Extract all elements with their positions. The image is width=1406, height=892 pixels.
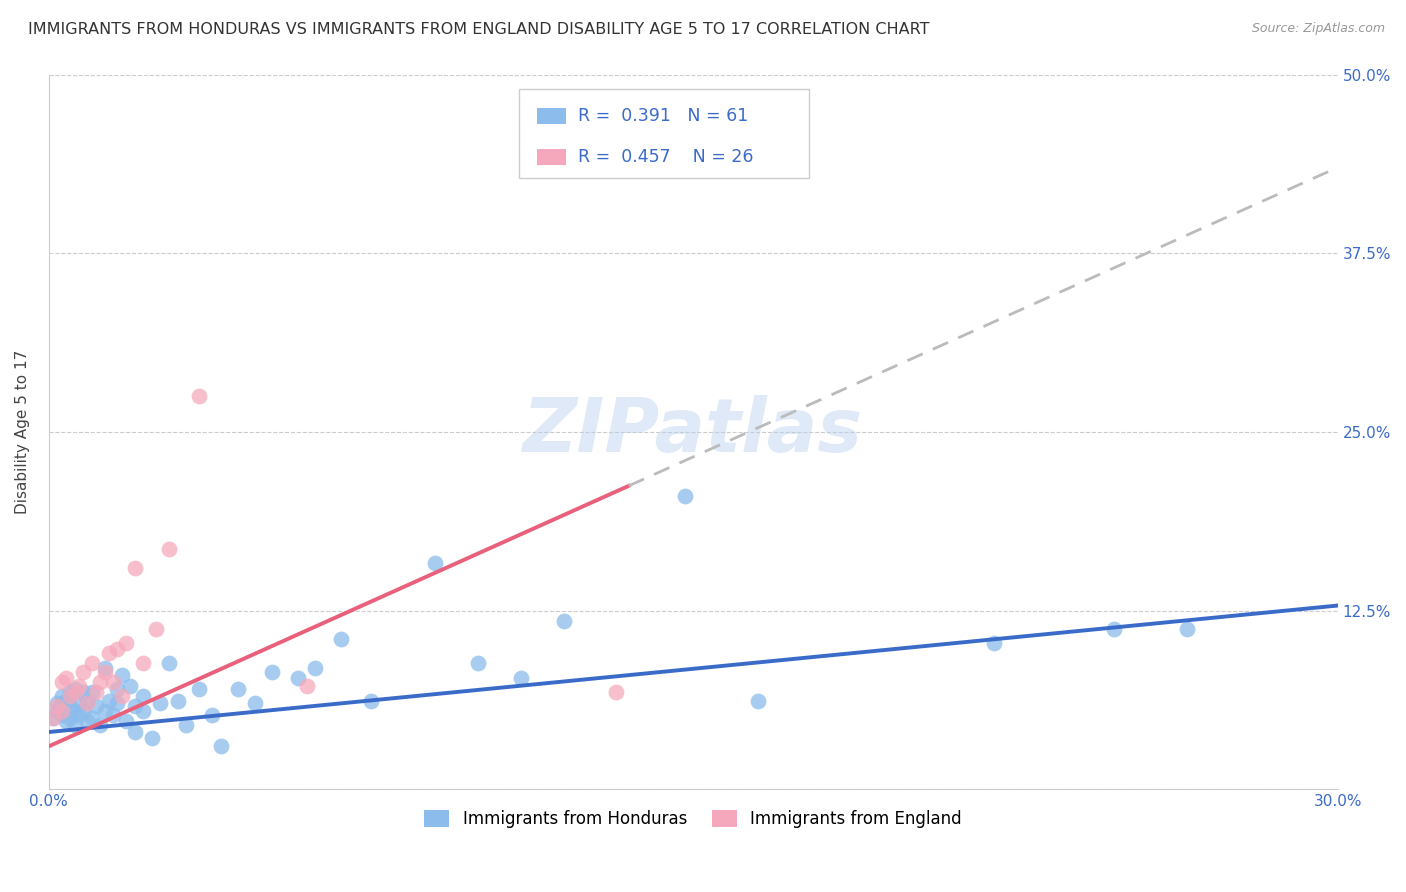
Point — [467, 657, 489, 671]
Point — [295, 679, 318, 693]
Point — [84, 699, 107, 714]
Bar — [519, 89, 810, 178]
Point — [111, 690, 134, 704]
Point — [107, 682, 129, 697]
Point — [55, 693, 77, 707]
Point — [103, 675, 125, 690]
Point — [46, 697, 69, 711]
Point — [51, 697, 73, 711]
Point — [59, 711, 82, 725]
Point — [42, 711, 65, 725]
Y-axis label: Disability Age 5 to 17: Disability Age 5 to 17 — [15, 350, 30, 514]
Text: R =  0.457    N = 26: R = 0.457 N = 26 — [578, 148, 754, 166]
Point — [51, 704, 73, 718]
Point — [107, 642, 129, 657]
Point — [59, 699, 82, 714]
Point — [97, 647, 120, 661]
Bar — [537, 149, 565, 164]
Point — [63, 718, 86, 732]
Point — [63, 685, 86, 699]
Point — [93, 665, 115, 679]
Point — [149, 697, 172, 711]
Point — [111, 668, 134, 682]
Point — [93, 661, 115, 675]
Point — [124, 560, 146, 574]
Point — [115, 636, 138, 650]
Point — [188, 682, 211, 697]
Point — [80, 657, 103, 671]
Point — [510, 671, 533, 685]
Point — [76, 697, 98, 711]
Point — [51, 707, 73, 722]
Point — [243, 697, 266, 711]
Point — [304, 661, 326, 675]
Point — [553, 614, 575, 628]
Point — [747, 693, 769, 707]
Point — [72, 685, 94, 699]
Point — [97, 693, 120, 707]
Point — [115, 714, 138, 728]
Point — [80, 711, 103, 725]
Point — [55, 714, 77, 728]
Text: Source: ZipAtlas.com: Source: ZipAtlas.com — [1251, 22, 1385, 36]
Point — [55, 671, 77, 685]
Point — [262, 665, 284, 679]
Point — [287, 671, 309, 685]
Point — [63, 704, 86, 718]
Point — [132, 704, 155, 718]
Point — [80, 685, 103, 699]
Point — [605, 685, 627, 699]
Point — [209, 739, 232, 754]
Point — [107, 697, 129, 711]
Point — [76, 693, 98, 707]
Bar — [537, 108, 565, 124]
Point — [59, 690, 82, 704]
Point — [63, 682, 86, 697]
Point — [329, 632, 352, 647]
Point — [124, 725, 146, 739]
Point — [93, 704, 115, 718]
Point — [124, 699, 146, 714]
Point — [51, 690, 73, 704]
Point — [1175, 622, 1198, 636]
Text: ZIPatlas: ZIPatlas — [523, 395, 863, 468]
Point — [157, 657, 180, 671]
Point — [46, 699, 69, 714]
Point — [89, 675, 111, 690]
Point — [201, 707, 224, 722]
Point — [425, 557, 447, 571]
Point — [188, 389, 211, 403]
Point — [84, 685, 107, 699]
Point — [42, 711, 65, 725]
Legend: Immigrants from Honduras, Immigrants from England: Immigrants from Honduras, Immigrants fro… — [418, 803, 969, 835]
Text: R =  0.391   N = 61: R = 0.391 N = 61 — [578, 107, 749, 125]
Point — [157, 542, 180, 557]
Point — [120, 679, 142, 693]
Point — [67, 679, 90, 693]
Point — [174, 718, 197, 732]
Point — [166, 693, 188, 707]
Point — [89, 718, 111, 732]
Point — [132, 690, 155, 704]
Point — [983, 636, 1005, 650]
Point — [103, 707, 125, 722]
Point — [72, 665, 94, 679]
Point — [145, 622, 167, 636]
Point — [46, 704, 69, 718]
Point — [51, 675, 73, 690]
Point — [226, 682, 249, 697]
Point — [67, 707, 90, 722]
Text: IMMIGRANTS FROM HONDURAS VS IMMIGRANTS FROM ENGLAND DISABILITY AGE 5 TO 17 CORRE: IMMIGRANTS FROM HONDURAS VS IMMIGRANTS F… — [28, 22, 929, 37]
Point — [1102, 622, 1125, 636]
Point — [76, 714, 98, 728]
Point — [673, 489, 696, 503]
Point — [360, 693, 382, 707]
Point — [67, 697, 90, 711]
Point — [72, 704, 94, 718]
Point — [132, 657, 155, 671]
Point — [59, 685, 82, 699]
Point — [141, 731, 163, 745]
